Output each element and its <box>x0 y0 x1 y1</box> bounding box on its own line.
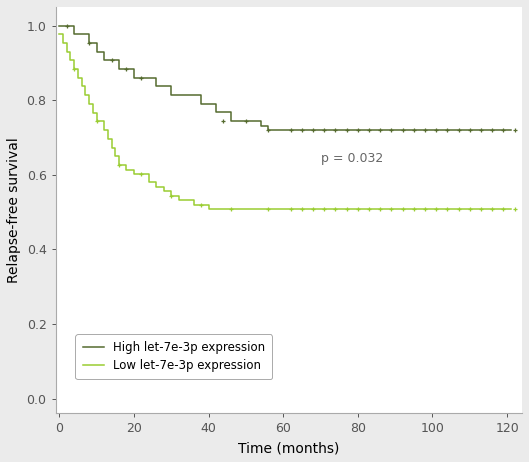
Low let-7e-3p expression <box>508 207 514 212</box>
High let-7e-3p expression <box>213 101 219 106</box>
High let-7e-3p expression <box>508 127 514 133</box>
Low let-7e-3p expression <box>250 207 257 212</box>
High let-7e-3p expression <box>86 40 92 46</box>
X-axis label: Time (months): Time (months) <box>238 441 340 455</box>
Line: High let-7e-3p expression: High let-7e-3p expression <box>59 25 511 130</box>
Low let-7e-3p expression <box>56 31 62 37</box>
Text: p = 0.032: p = 0.032 <box>321 152 383 165</box>
High let-7e-3p expression <box>265 127 271 133</box>
Low let-7e-3p expression <box>63 49 70 55</box>
High let-7e-3p expression <box>176 92 182 98</box>
High let-7e-3p expression <box>190 92 197 98</box>
Legend: High let-7e-3p expression, Low let-7e-3p expression: High let-7e-3p expression, Low let-7e-3p… <box>76 334 272 379</box>
High let-7e-3p expression <box>153 84 159 89</box>
Low let-7e-3p expression <box>134 171 141 177</box>
Line: Low let-7e-3p expression: Low let-7e-3p expression <box>59 34 511 209</box>
High let-7e-3p expression <box>56 23 62 28</box>
Low let-7e-3p expression <box>205 207 212 212</box>
Low let-7e-3p expression <box>60 40 66 46</box>
Low let-7e-3p expression <box>75 66 81 72</box>
Y-axis label: Relapse-free survival: Relapse-free survival <box>7 137 21 283</box>
Low let-7e-3p expression <box>220 207 226 212</box>
High let-7e-3p expression <box>205 101 212 106</box>
